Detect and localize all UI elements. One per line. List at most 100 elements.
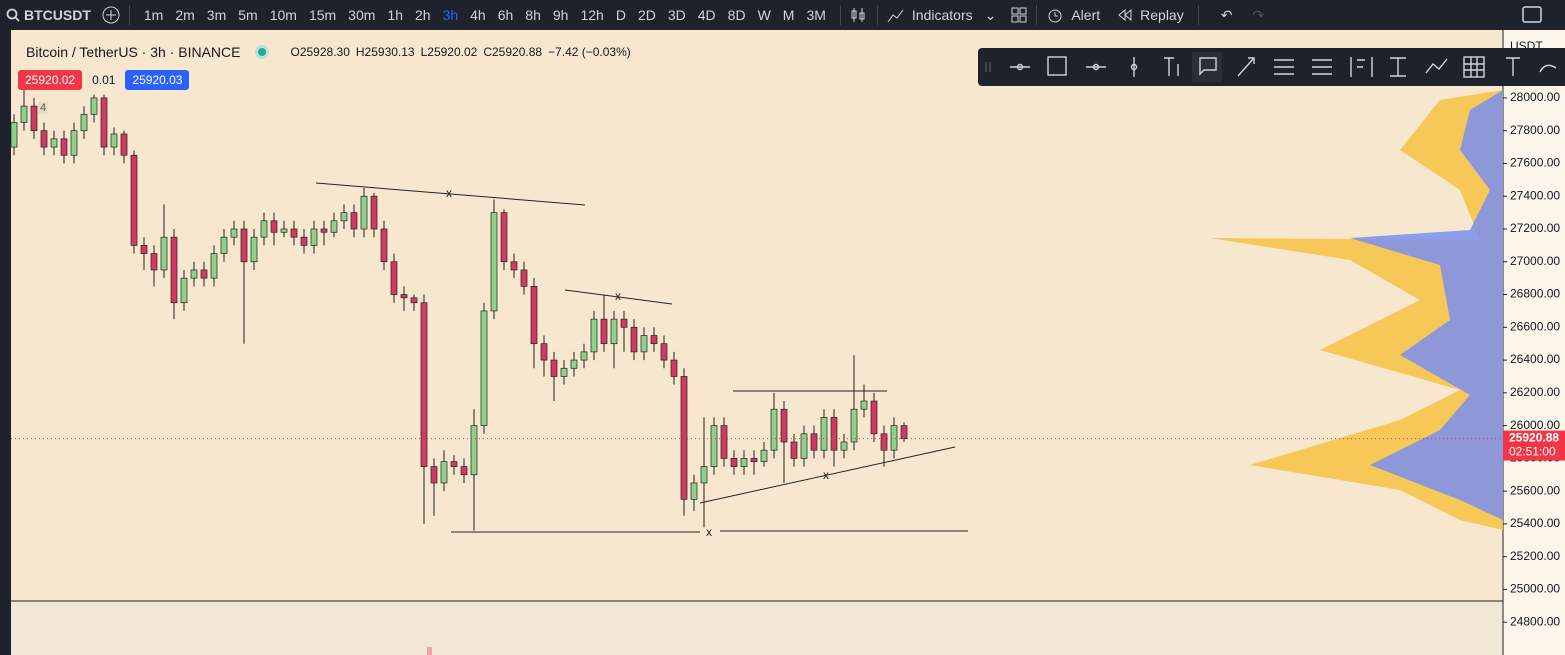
timeframe[interactable]: 8D [727,7,746,23]
replay[interactable]: Replay [1140,7,1184,23]
timeframe[interactable]: 10m [269,7,297,23]
last-price-label: 25920.88 [1509,431,1559,445]
timeframe[interactable]: 3D [667,7,686,23]
candle-body [580,351,588,361]
candle-body [320,228,328,233]
timeframe[interactable]: W [757,7,771,23]
symbol-title: Bitcoin / TetherUS · 3h · BINANCE [26,44,241,60]
timeframe[interactable]: 2D [637,7,656,23]
symbol[interactable]: BTCUSDT [24,7,91,23]
candle-body [510,261,518,271]
candle-body [440,461,448,484]
timeframe[interactable]: 30m [348,7,376,23]
candle-body [450,461,458,467]
candle-body [520,269,528,287]
timeframe[interactable]: 4D [697,7,716,23]
indicators-icon [887,9,904,23]
candle-body [380,228,388,263]
layouts[interactable] [1010,6,1028,24]
legend: Bitcoin / TetherUS · 3h · BINANCE O25928… [26,44,631,60]
candle-body [40,130,48,148]
timeframe[interactable]: 15m [308,7,337,23]
price-axis [1503,30,1565,655]
timeframe[interactable]: 3h [442,7,459,23]
candle-body [850,408,858,443]
candle-body [130,154,138,246]
y-tick-label: 24800.00 [1510,614,1560,628]
timeframe[interactable]: 2h [414,7,431,23]
candle-body [140,245,148,254]
status-dot [258,48,267,56]
drawing-toolbar [978,48,1565,86]
candle-body [830,417,838,451]
sell[interactable]: 25920.02 [18,70,83,90]
timeframe[interactable]: 6h [497,7,514,23]
alert[interactable]: Alert [1071,7,1101,23]
chart-bg [0,30,1565,655]
candle-body [50,138,58,148]
add-symbol[interactable] [101,5,121,25]
timeframe[interactable]: 4h [470,7,486,23]
volume-bar [427,647,432,655]
timeframe[interactable]: M [782,7,795,23]
candle-body [420,302,428,467]
candle-body [390,261,398,295]
drawing-tools [985,52,1557,82]
y-tick-label: 25400.00 [1510,516,1560,530]
timeframe[interactable]: 1m [143,7,164,23]
y-tick-label: 28000.00 [1510,90,1560,104]
candle-body [290,228,298,238]
candle-body [750,458,758,463]
timeframe[interactable]: 5m [238,7,258,23]
replay-icon [1118,8,1132,22]
candle-body [870,400,878,435]
candle-body [360,195,368,230]
indicators[interactable]: Indicators [911,7,973,23]
candle-body [820,417,828,451]
candle-body [760,449,768,463]
timeframe[interactable]: 9h [552,7,569,23]
timeframes: 1m 2m 3m 5m 10m 15m 30m 1h 2h 3h 4h 6h 8h 9h 12h D 2D 3D 4… [138,7,832,23]
timeframe[interactable]: 8h [525,7,541,23]
undo[interactable]: ↶ [1220,6,1233,23]
candle-body [330,220,338,233]
candle-body [340,212,348,222]
candle-body [780,408,788,443]
candle-body [430,466,438,484]
buy[interactable]: 25920.03 [125,70,190,90]
candle-body [220,236,228,254]
candle-body [620,318,628,328]
candle-body [60,138,68,156]
candle-body [600,318,608,345]
candle-body [880,433,888,451]
timeframe[interactable]: 1h [387,7,403,23]
candle-body [660,343,668,361]
candle-body [230,228,238,238]
low: L25920.02 [420,45,478,59]
candle-body [700,466,708,484]
drawings [315,182,968,533]
candle-body [470,425,478,476]
candle-body [300,236,308,246]
y-tick-label: 25000.00 [1510,582,1560,596]
timeframe[interactable]: 12h [580,7,604,23]
open: O25928.30 [290,45,350,59]
candle-body [150,253,158,271]
chart-type[interactable] [849,5,869,25]
candle-body [200,269,208,279]
close: C25920.88 [483,45,543,59]
timeframe[interactable]: D [615,7,626,23]
y-tick-label: 27800.00 [1510,123,1560,137]
change: −7.42 (−0.03%) [548,45,631,59]
spread: 0.01 [92,73,116,87]
candle-body [550,359,558,377]
fullscreen[interactable] [1521,5,1543,25]
candle-body [350,212,358,230]
timeframe[interactable]: 3M [806,7,826,23]
redo[interactable]: ↷ [1252,6,1265,23]
timeframe[interactable]: 2m [175,7,195,23]
volume-profile [1210,90,1503,530]
timeframe[interactable]: 3m [206,7,227,23]
candle-body [530,285,538,345]
lower-pane [11,601,1503,655]
